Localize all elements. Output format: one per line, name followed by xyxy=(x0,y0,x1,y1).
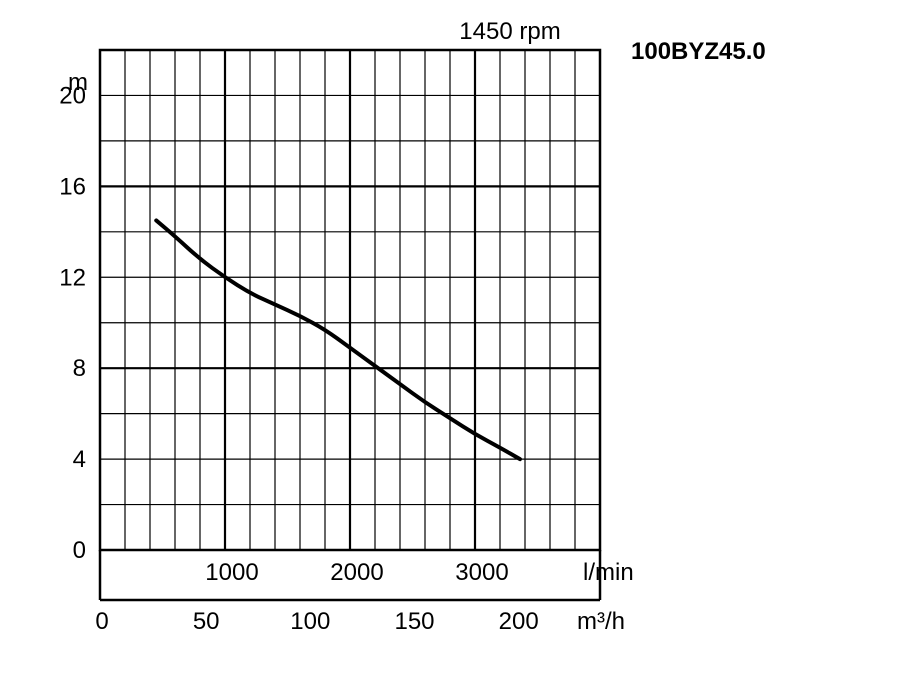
x-axis-label-secondary: m³/h xyxy=(577,608,625,635)
y-tick-label: 12 xyxy=(59,264,86,291)
x-tick-label-secondary: 100 xyxy=(290,608,330,635)
chart-frames xyxy=(98,48,602,602)
labels-layer: 1450 rpm 100BYZ45.0 m l/min m³/h 0 4 8 12 16… xyxy=(59,18,765,635)
x-axis-label-primary: l/min xyxy=(583,559,634,586)
curve-layer xyxy=(154,218,522,462)
head-flow-curve xyxy=(154,218,522,462)
y-tick-label: 4 xyxy=(73,446,86,473)
x-tick-label-primary: 1000 xyxy=(205,559,258,586)
grid-major-lines xyxy=(100,50,600,550)
x-tick-label-primary: 3000 xyxy=(455,559,508,586)
x-tick-label-secondary: 0 xyxy=(95,608,108,635)
chart-title: 100BYZ45.0 xyxy=(631,38,766,65)
x-tick-label-secondary: 200 xyxy=(499,608,539,635)
x-tick-label-secondary: 50 xyxy=(193,608,220,635)
y-tick-label: 0 xyxy=(73,537,86,564)
y-tick-label: 20 xyxy=(59,82,86,109)
x-tick-label-secondary: 150 xyxy=(394,608,434,635)
y-tick-label: 16 xyxy=(59,173,86,200)
y-tick-label: 8 xyxy=(73,355,86,382)
x-tick-label-primary: 2000 xyxy=(330,559,383,586)
plot-frame xyxy=(98,48,602,552)
y-axis-label: m xyxy=(68,69,88,96)
speed-label: 1450 rpm xyxy=(459,18,560,45)
